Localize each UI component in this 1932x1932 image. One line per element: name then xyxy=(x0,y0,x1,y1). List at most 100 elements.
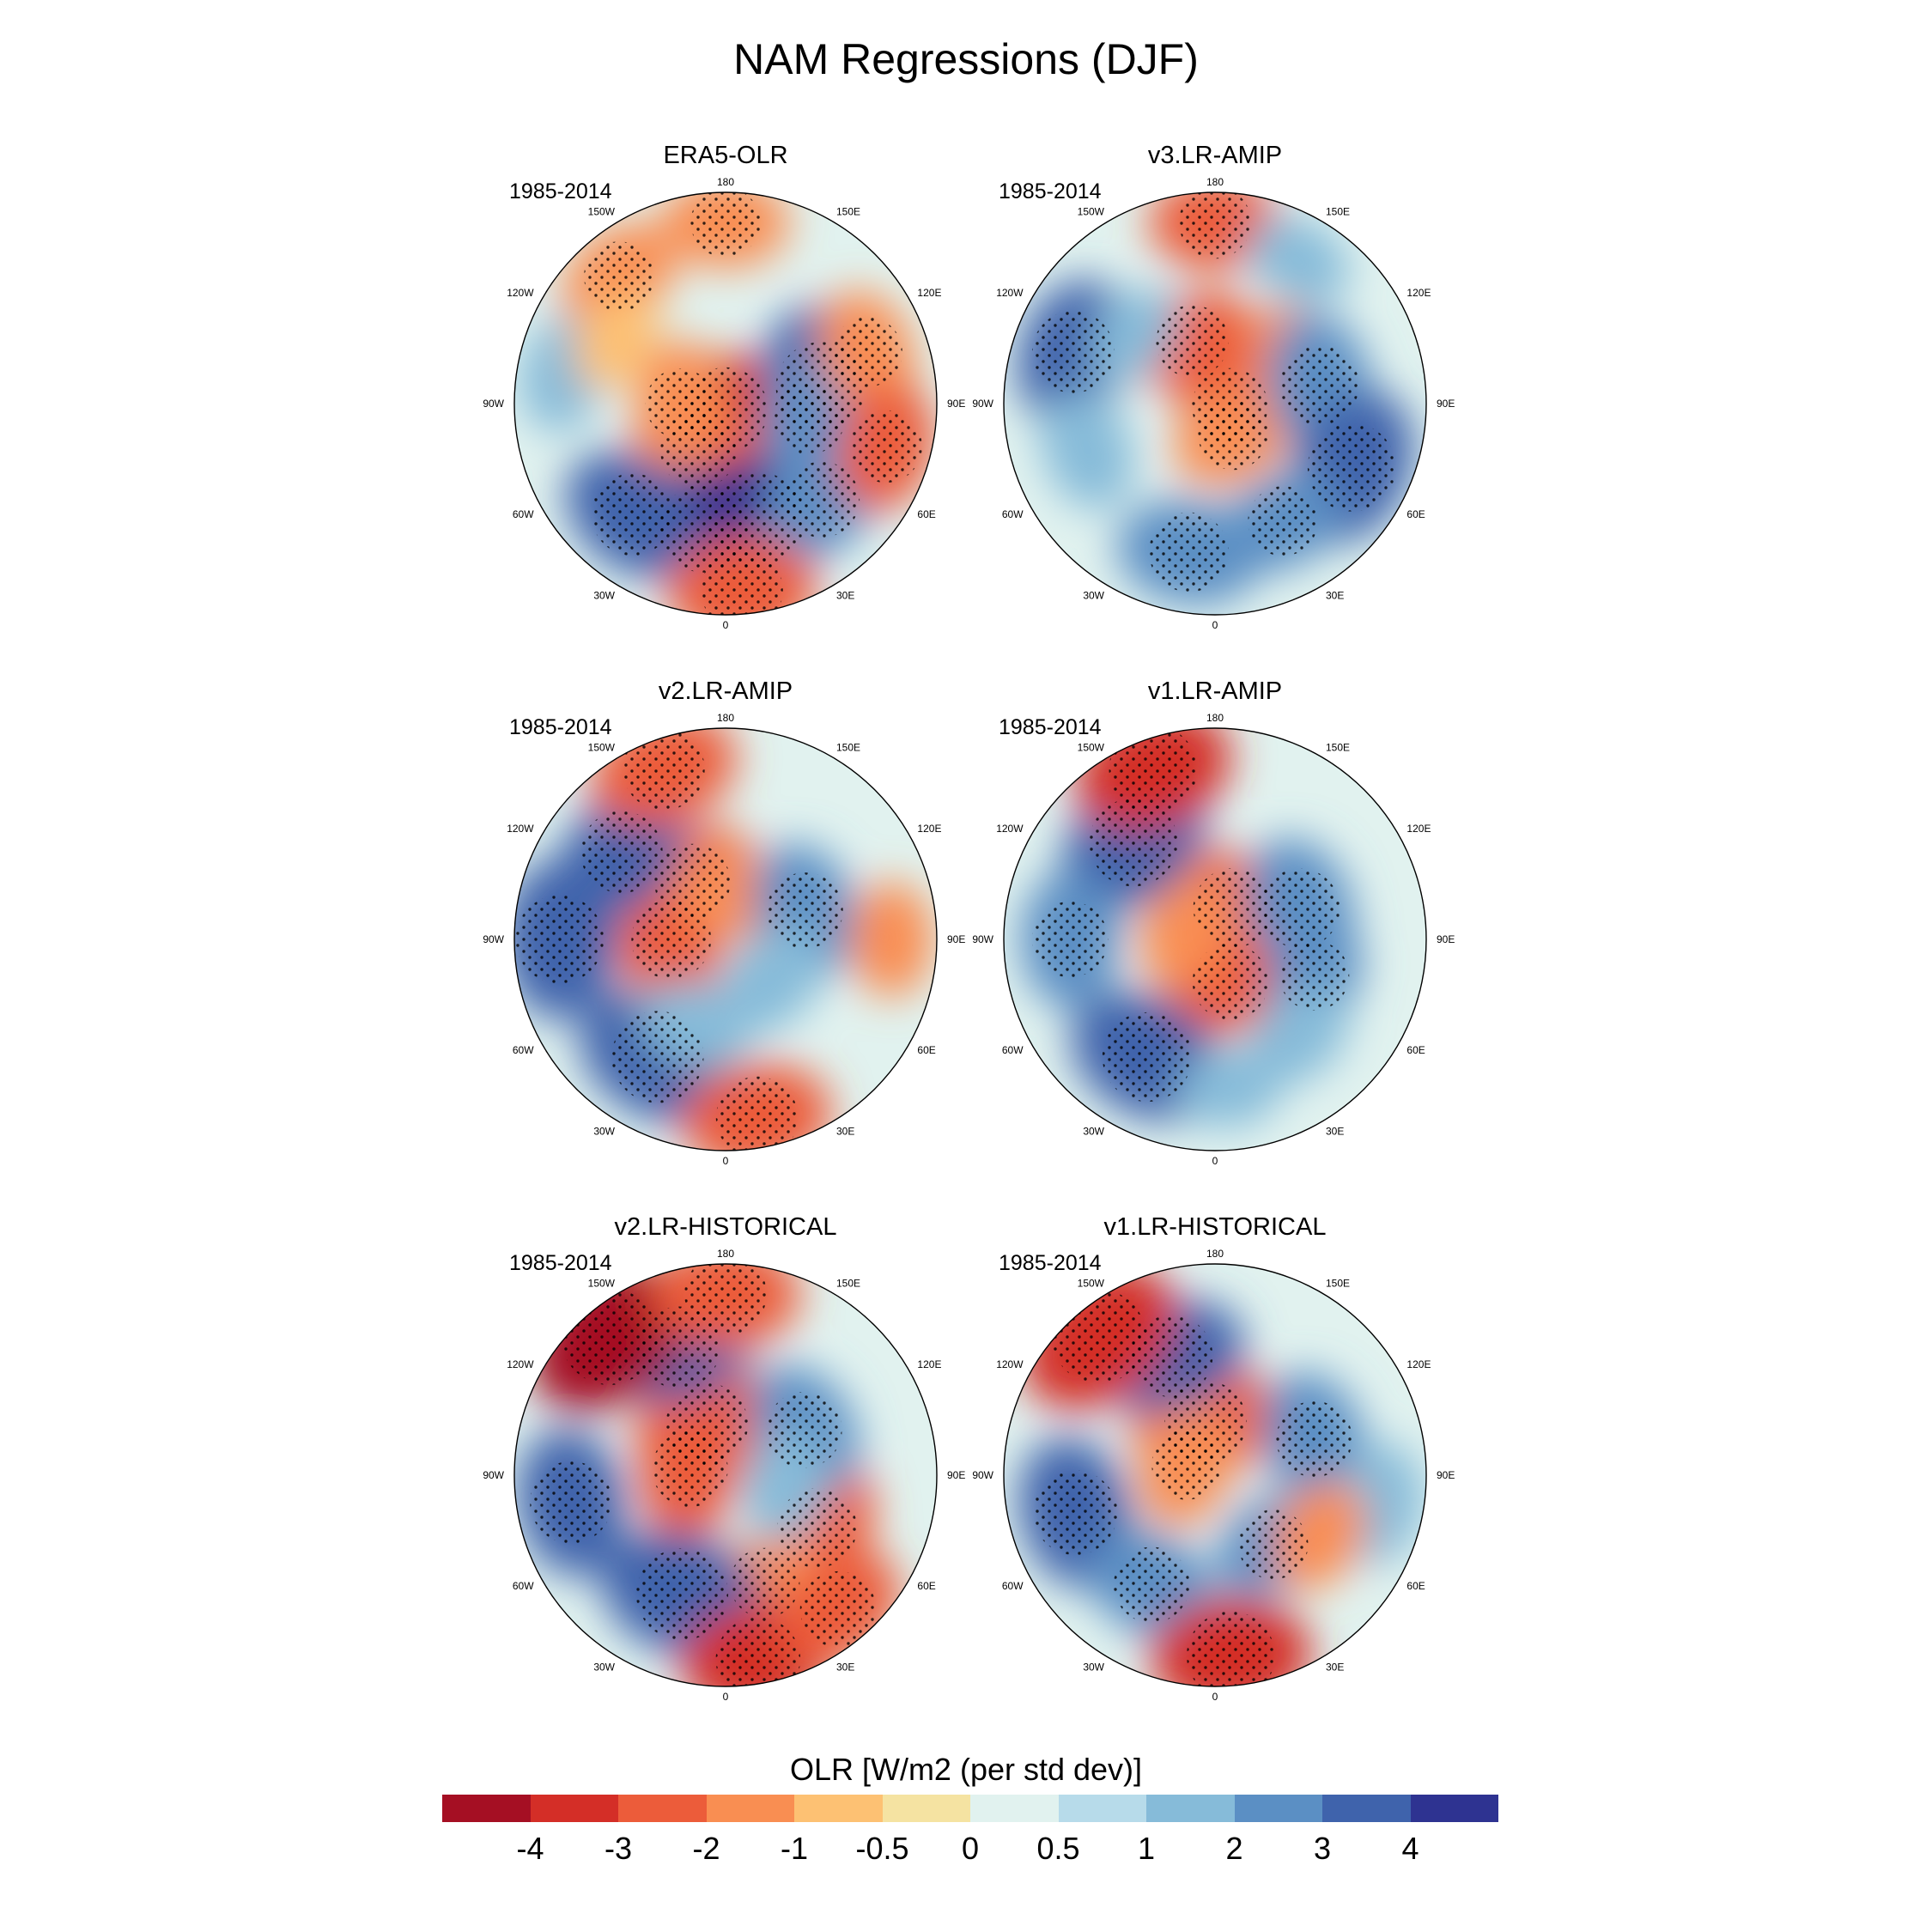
significance-stipple xyxy=(729,1547,800,1619)
longitude-label: 150E xyxy=(836,742,860,754)
longitude-label: 150E xyxy=(836,1278,860,1290)
map-panel: v3.LR-AMIP 1985-2014 180 150E 120E 90E 60E 30E 0… xyxy=(972,142,1455,631)
longitude-label: 0 xyxy=(1212,619,1218,631)
longitude-label: 0 xyxy=(1212,1155,1218,1167)
longitude-label: 30E xyxy=(1326,1125,1344,1137)
longitude-label: 120E xyxy=(917,287,941,299)
map-boundary xyxy=(513,727,938,1151)
colorbar-tick-label: -1 xyxy=(780,1831,809,1866)
figure-title: NAM Regressions (DJF) xyxy=(733,35,1199,83)
longitude-label: 120E xyxy=(1406,1358,1431,1370)
colorbar-tick-label: 0 xyxy=(961,1831,980,1866)
longitude-label: 150W xyxy=(1078,742,1105,754)
longitude-label: 150W xyxy=(1078,1278,1105,1290)
colorbar-tick-label: 3 xyxy=(1313,1831,1332,1866)
panel-period: 1985-2014 xyxy=(999,1251,1102,1275)
longitude-label: 150E xyxy=(1326,1278,1350,1290)
longitude-label: 0 xyxy=(723,1691,729,1703)
longitude-label: 90E xyxy=(1437,933,1455,945)
longitude-label: 150E xyxy=(836,206,860,218)
longitude-label: 60E xyxy=(917,508,935,520)
panel-period: 1985-2014 xyxy=(999,715,1102,739)
significance-stipple xyxy=(1032,311,1115,393)
longitude-label: 180 xyxy=(717,1248,734,1260)
longitude-label: 0 xyxy=(1212,1691,1218,1703)
anomaly-region xyxy=(720,923,824,1034)
map-panel: v1.LR-HISTORICAL 1985-2014 180 150E 120E 90E 6… xyxy=(972,1213,1455,1703)
panel-title: v2.LR-AMIP xyxy=(658,677,793,705)
map-panel: v2.LR-HISTORICAL 1985-2014 180 150E 120E 90E 6… xyxy=(483,1213,965,1703)
longitude-label: 180 xyxy=(717,712,734,724)
longitude-label: 60W xyxy=(513,508,534,520)
polar-map: 180 150E 120E 90E 60E 30E 0 30W 60W 90W 120W 150W xyxy=(483,1248,965,1703)
panel-period: 1985-2014 xyxy=(509,179,612,204)
longitude-label: 0 xyxy=(723,1155,729,1167)
polar-map: 180 150E 120E 90E 60E 30E 0 30W 60W 90W 120W 150W xyxy=(483,712,965,1167)
significance-stipple xyxy=(832,317,902,387)
colorbar-box xyxy=(1234,1795,1322,1822)
anomaly-region xyxy=(574,290,658,390)
panel-period: 1985-2014 xyxy=(999,179,1102,204)
longitude-label: 60W xyxy=(1002,1044,1024,1056)
longitude-label: 150E xyxy=(1326,742,1350,754)
longitude-label: 60E xyxy=(1406,508,1425,520)
significance-stipple xyxy=(777,1488,857,1568)
significance-stipple xyxy=(684,1264,767,1335)
longitude-label: 90E xyxy=(1437,1469,1455,1481)
significance-stipple xyxy=(708,471,805,569)
significance-stipple xyxy=(1276,1400,1352,1478)
significance-stipple xyxy=(1156,305,1229,378)
significance-stipple xyxy=(799,1571,877,1648)
significance-stipple xyxy=(1032,901,1109,978)
longitude-label: 30W xyxy=(593,1661,615,1673)
longitude-label: 90W xyxy=(483,398,504,410)
colorbar-tick-label: 4 xyxy=(1401,1831,1419,1866)
significance-stipple xyxy=(1307,422,1396,512)
significance-stipple xyxy=(690,192,761,258)
longitude-label: 180 xyxy=(1206,1248,1224,1260)
significance-stipple xyxy=(1192,944,1269,1020)
significance-stipple xyxy=(645,368,715,439)
colorbar-box xyxy=(882,1795,970,1822)
significance-stipple xyxy=(715,1076,799,1151)
colorbar-tick-label: 2 xyxy=(1225,1831,1243,1866)
significance-stipple xyxy=(1279,940,1350,1011)
map-boundary xyxy=(513,191,938,616)
longitude-label: 0 xyxy=(723,619,729,631)
colorbar-box xyxy=(1410,1795,1498,1822)
polar-map: 180 150E 120E 90E 60E 30E 0 30W 60W 90W 120W 150W xyxy=(483,176,965,631)
longitude-label: 60W xyxy=(1002,508,1024,520)
panel-title: ERA5-OLR xyxy=(663,142,788,169)
significance-stipple xyxy=(1151,1430,1222,1500)
colorbar-box xyxy=(1146,1795,1235,1822)
colorbar xyxy=(442,1795,1498,1822)
significance-stipple xyxy=(1248,486,1318,556)
significance-stipple xyxy=(783,461,860,538)
significance-stipple xyxy=(515,895,605,984)
panel-period: 1985-2014 xyxy=(509,1251,612,1275)
longitude-label: 30W xyxy=(593,1125,615,1137)
significance-stipple xyxy=(701,549,783,615)
significance-stipple xyxy=(561,1288,658,1385)
panel-title: v1.LR-AMIP xyxy=(1147,677,1283,705)
significance-stipple xyxy=(1102,1012,1193,1103)
longitude-label: 150W xyxy=(1078,206,1105,218)
longitude-label: 180 xyxy=(1206,712,1224,724)
colorbar-box xyxy=(442,1795,531,1822)
significance-stipple xyxy=(1149,512,1229,592)
significance-stipple xyxy=(1113,1546,1190,1624)
longitude-label: 90E xyxy=(947,933,965,945)
colorbar-box xyxy=(530,1795,618,1822)
longitude-label: 150E xyxy=(1326,206,1350,218)
map-boundary xyxy=(1003,1263,1427,1687)
significance-stipple xyxy=(591,473,674,556)
significance-stipple xyxy=(611,1011,704,1103)
polar-map: 180 150E 120E 90E 60E 30E 0 30W 60W 90W 120W 150W xyxy=(972,176,1455,631)
longitude-label: 30E xyxy=(836,589,854,601)
longitude-label: 90E xyxy=(1437,398,1455,410)
colorbar-box xyxy=(618,1795,707,1822)
significance-stipple xyxy=(623,728,705,811)
longitude-label: 120W xyxy=(507,1358,534,1370)
map-panel: v2.LR-AMIP 1985-2014 180 150E 120E 90E 60E 30E 0… xyxy=(483,677,965,1167)
significance-stipple xyxy=(767,872,843,949)
